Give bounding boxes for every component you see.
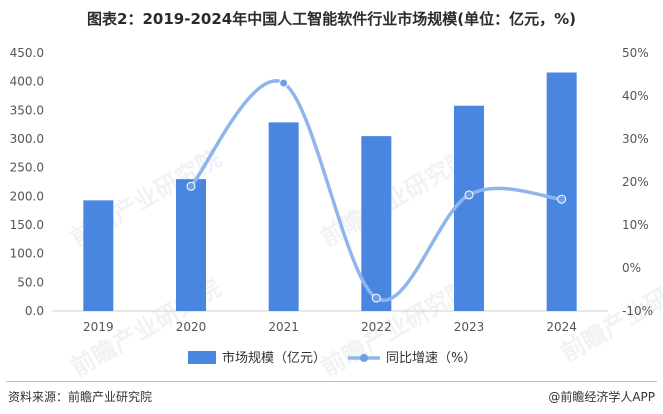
left-tick-label: 450.0 [10, 46, 44, 60]
line-series [186, 78, 567, 303]
left-tick-label: 350.0 [10, 103, 44, 117]
left-tick-label: 250.0 [10, 161, 44, 175]
growth-point [371, 293, 381, 303]
legend-bar-swatch [188, 351, 216, 364]
growth-point [186, 181, 196, 191]
legend: 市场规模（亿元） 同比增速（%） [188, 350, 476, 366]
right-tick-label: 10% [622, 218, 649, 232]
right-axis-ticks: -10% 0% 10% 20% 30% 40% 50% [622, 46, 653, 318]
bar [454, 105, 484, 311]
left-tick-label: 200.0 [10, 189, 44, 203]
bar [546, 72, 577, 311]
left-tick-label: 0.0 [25, 304, 44, 318]
bar [361, 136, 392, 311]
left-tick-label: 300.0 [10, 132, 44, 146]
growth-line [189, 79, 564, 302]
right-tick-label: 50% [622, 46, 649, 60]
x-tick-label: 2020 [176, 320, 207, 334]
credit-note: @前瞻经济学人APP [548, 390, 655, 404]
legend-bar-label: 市场规模（亿元） [222, 350, 326, 366]
legend-line-label: 同比增速（%） [386, 351, 476, 366]
right-tick-label: 30% [622, 132, 649, 146]
bar [268, 122, 299, 311]
chart-title: 图表2：2019-2024年中国人工智能软件行业市场规模(单位：亿元，%) [87, 10, 576, 28]
growth-point [279, 78, 289, 88]
bar [176, 179, 206, 311]
watermark-text: 前瞻产业研究院 [316, 144, 475, 252]
right-tick-label: 20% [622, 175, 649, 189]
x-tick-label: 2022 [361, 320, 392, 334]
right-tick-label: -10% [622, 304, 653, 318]
x-tick-label: 2021 [268, 320, 299, 334]
x-tick-label: 2023 [454, 320, 485, 334]
left-tick-label: 100.0 [10, 247, 44, 261]
right-tick-label: 40% [622, 89, 649, 103]
growth-point [464, 190, 474, 200]
left-tick-label: 400.0 [10, 75, 44, 89]
left-axis-ticks: 0.0 50.0 100.0 150.0 200.0 250.0 300.0 350.0 400… [10, 46, 44, 318]
left-tick-label: 150.0 [10, 218, 44, 232]
x-axis-ticks: 2019 2020 2021 2022 2023 2024 [83, 320, 577, 334]
bar-series [83, 72, 577, 311]
x-tick-label: 2019 [83, 320, 114, 334]
bar [83, 200, 114, 311]
right-tick-label: 0% [622, 261, 641, 275]
left-tick-label: 50.0 [17, 275, 44, 289]
x-tick-label: 2024 [546, 320, 577, 334]
growth-point [557, 194, 567, 204]
source-note: 资料来源：前瞻产业研究院 [8, 390, 153, 404]
footer-divider [6, 381, 657, 382]
legend-line-marker [360, 354, 368, 362]
